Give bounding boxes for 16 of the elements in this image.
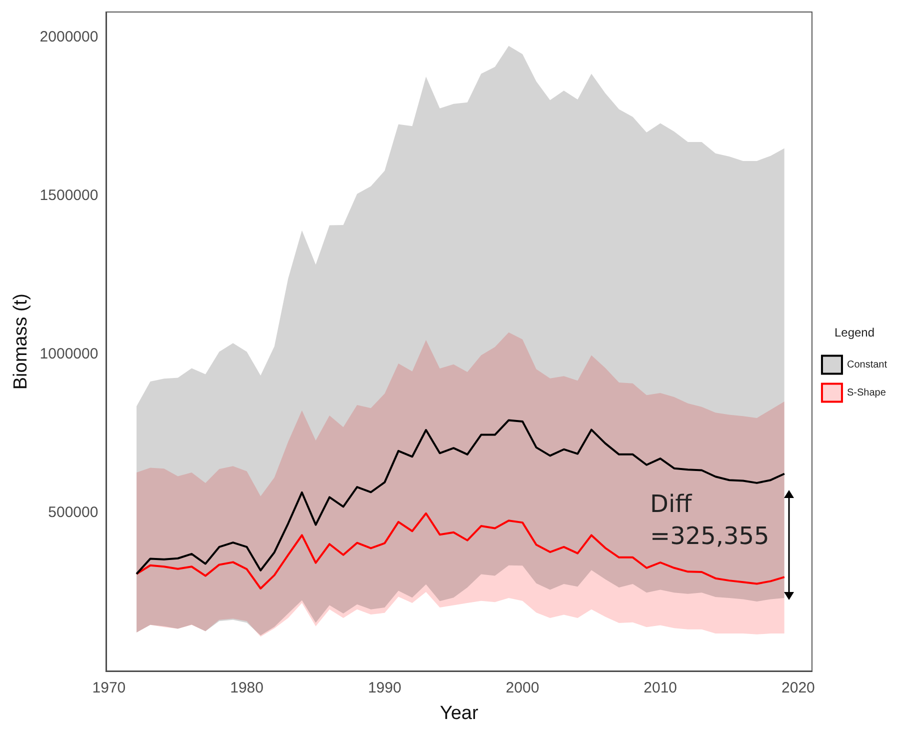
legend-label: Constant — [846, 359, 888, 370]
y-tick-label: 1500000 — [40, 186, 98, 204]
y-tick-label: 2000000 — [40, 28, 98, 46]
x-tick-label: 2010 — [644, 679, 678, 696]
x-tick-label: 1970 — [92, 679, 126, 696]
y-tick-label: 500000 — [48, 504, 98, 521]
x-tick-label: 2000 — [506, 679, 540, 696]
x-tick-label: 2020 — [782, 679, 815, 696]
annotation: Diff =325,355 — [650, 490, 770, 550]
y-axis-title: Biomass (t) — [10, 294, 32, 390]
legend-label: S-Shape — [846, 387, 886, 398]
x-tick-label: 1990 — [368, 679, 402, 696]
x-tick-label: 1980 — [230, 679, 264, 696]
y-tick-label: 1000000 — [40, 345, 98, 362]
x-axis-title: Year — [440, 702, 479, 724]
legend-title: Legend — [834, 326, 875, 340]
